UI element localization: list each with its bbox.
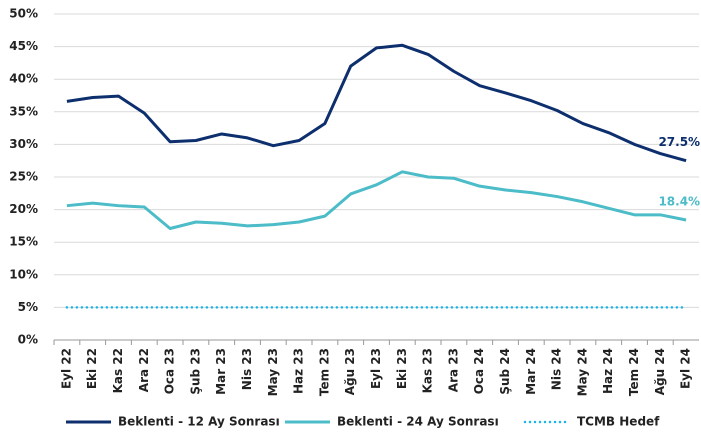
- x-tick-label: Ağu 23: [343, 348, 357, 395]
- x-tick-label: Haz 24: [601, 348, 615, 394]
- y-tick-label: 35%: [9, 104, 38, 118]
- y-tick-label: 25%: [9, 170, 38, 184]
- y-tick-label: 45%: [9, 39, 38, 53]
- x-tick-label: Tem 23: [317, 348, 331, 396]
- x-tick-label: Nis 24: [550, 348, 564, 390]
- legend-label: Beklenti - 24 Ay Sonrası: [337, 415, 499, 429]
- value-label: 27.5%: [658, 135, 700, 149]
- x-tick-label: Şub 24: [498, 348, 512, 395]
- series-line: [66, 43, 687, 163]
- series-line: [66, 170, 687, 231]
- y-tick-label: 40%: [9, 72, 38, 86]
- x-tick-label: Mar 23: [214, 348, 228, 395]
- x-tick-label: Haz 23: [292, 348, 306, 394]
- y-tick-label: 15%: [9, 235, 38, 249]
- x-tick-label: Nis 23: [240, 348, 254, 390]
- x-tick-label: Mar 24: [524, 348, 538, 395]
- value-label: 18.4%: [658, 195, 700, 209]
- x-tick-label: Oca 23: [163, 348, 177, 394]
- x-tick-label: Eyl 22: [59, 348, 73, 389]
- x-tick-label: Kas 23: [421, 348, 435, 393]
- y-tick-label: 10%: [9, 267, 38, 281]
- x-tick-label: May 23: [266, 348, 280, 396]
- x-tick-label: Oca 24: [472, 348, 486, 394]
- legend-label: TCMB Hedef: [577, 415, 660, 429]
- x-tick-label: Eki 22: [85, 348, 99, 389]
- y-tick-label: 30%: [9, 137, 38, 151]
- x-tick-label: May 24: [575, 348, 589, 396]
- x-tick-label: Tem 24: [627, 348, 641, 396]
- x-tick-label: Şub 23: [188, 348, 202, 395]
- x-tick-label: Ağu 24: [653, 348, 667, 395]
- x-tick-label: Eyl 24: [679, 348, 693, 389]
- x-tick-label: Eki 23: [395, 348, 409, 389]
- y-tick-label: 50%: [9, 7, 38, 21]
- legend-label: Beklenti - 12 Ay Sonrası: [118, 415, 280, 429]
- x-tick-label: Ara 22: [137, 348, 151, 392]
- y-tick-label: 20%: [9, 202, 38, 216]
- x-tick-label: Eyl 23: [369, 348, 383, 389]
- x-tick-label: Kas 22: [111, 348, 125, 393]
- y-tick-label: 5%: [18, 300, 38, 314]
- x-tick-label: Ara 23: [446, 348, 460, 392]
- y-tick-label: 0%: [18, 333, 38, 347]
